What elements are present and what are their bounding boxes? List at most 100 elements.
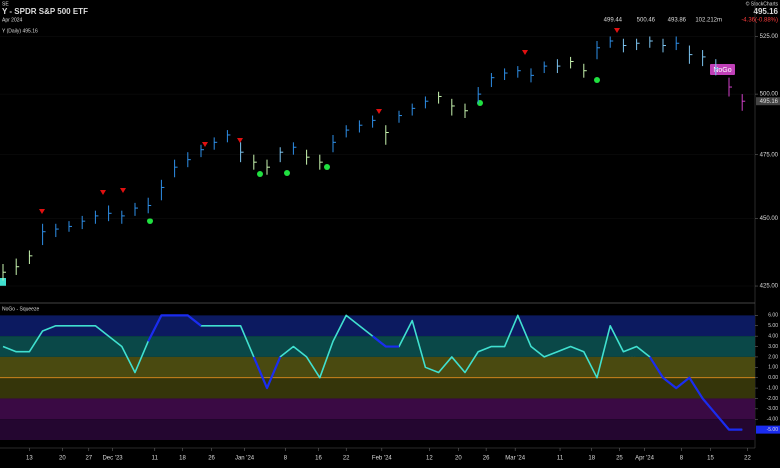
price-bar	[358, 120, 363, 133]
x-tick-label: 13	[26, 456, 33, 462]
price-bar	[15, 258, 20, 275]
stat: 493.86	[668, 18, 687, 24]
price-bar	[451, 98, 455, 116]
zone-band	[0, 356, 755, 378]
price-bar	[411, 103, 416, 116]
y-tick-label: 3.00	[768, 344, 778, 350]
price-bar	[702, 50, 706, 67]
price-bar	[253, 154, 257, 170]
y-tick-label: -2.00	[767, 396, 779, 402]
panel-title: NoGo - Squeeze	[2, 306, 39, 312]
price-bar	[649, 36, 653, 48]
zone-band	[0, 398, 755, 420]
price-bar	[200, 144, 204, 158]
price-bar	[675, 36, 680, 51]
x-tick-label: 8	[284, 456, 288, 462]
stat: 499.44	[604, 18, 623, 24]
price-bar	[596, 40, 600, 60]
price-bar	[490, 73, 495, 88]
price-bar	[662, 38, 666, 53]
annotation: NoGo	[713, 67, 731, 74]
price-bar	[68, 221, 72, 232]
y-tick-label: 1.00	[768, 365, 778, 371]
last-price: 495.16	[754, 7, 779, 16]
price-bar	[556, 59, 561, 74]
x-tick-label: 18	[588, 456, 595, 462]
price-bar	[134, 202, 138, 216]
price-bar	[424, 96, 429, 109]
y-tick-label: 4.00	[768, 333, 778, 339]
price-bar	[121, 210, 125, 224]
x-tick-label: 20	[455, 456, 462, 462]
zone-band	[0, 315, 755, 337]
last-price-label: 495.16	[760, 99, 779, 105]
price-bar	[622, 38, 627, 53]
go-dot	[594, 77, 600, 83]
stat: -4.36(-0.88%)	[741, 18, 778, 24]
x-tick-label: Jan '24	[235, 456, 255, 462]
x-tick-label: Apr '24	[635, 456, 654, 462]
x-tick-label: 12	[426, 456, 433, 462]
go-dot	[147, 218, 153, 224]
price-bar	[728, 77, 732, 97]
x-tick-label: 8	[680, 456, 684, 462]
price-bar	[688, 45, 693, 64]
price-bar	[2, 264, 6, 281]
price-bar	[636, 38, 640, 51]
study-label: Y (Daily) 495.16	[2, 28, 38, 34]
price-bar	[464, 103, 468, 118]
price-bar	[345, 125, 350, 138]
oscillator-line	[147, 314, 743, 431]
x-tick-label: Dec '23	[102, 456, 123, 462]
x-tick-label: 11	[152, 456, 159, 462]
price-bar	[28, 250, 33, 265]
price-bar	[266, 159, 270, 175]
price-bar	[94, 210, 99, 224]
price-bar	[477, 87, 482, 104]
y-tick-label: 0.00	[768, 375, 778, 381]
zone-band	[0, 336, 755, 357]
price-bar	[55, 223, 59, 238]
price-bar	[187, 152, 191, 168]
price-bar	[609, 36, 614, 48]
go-dot	[324, 164, 330, 170]
price-bar	[438, 91, 442, 104]
x-tick-label: 16	[315, 456, 322, 462]
y-tick-label: 475.00	[760, 152, 779, 158]
x-tick-label: 22	[343, 456, 350, 462]
zone-band	[0, 377, 755, 399]
price-bar	[543, 61, 548, 74]
x-tick-label: Mar '24	[505, 456, 525, 462]
price-bar	[570, 56, 574, 69]
price-bar	[385, 125, 389, 145]
price-bar	[213, 137, 218, 150]
y-tick-label: -4.00	[767, 417, 779, 423]
x-tick-label: 26	[208, 456, 215, 462]
stat: 102.212m	[695, 18, 722, 24]
price-bar	[160, 179, 165, 201]
price-bar	[81, 215, 86, 230]
y-tick-label: -3.00	[767, 406, 779, 412]
price-bar	[108, 205, 112, 222]
y-tick-label: 5.00	[768, 323, 778, 329]
y-tick-label: 6.00	[768, 313, 778, 319]
go-dot	[257, 171, 263, 177]
y-tick-label: -1.00	[767, 385, 779, 391]
x-tick-label: 11	[557, 456, 564, 462]
x-tick-label: 27	[85, 456, 92, 462]
price-bar	[530, 68, 534, 83]
y-tick-label: 450.00	[760, 216, 779, 222]
price-bar	[332, 134, 336, 153]
y-tick-label: 500.00	[760, 92, 779, 98]
price-bar	[372, 115, 376, 128]
price-bar	[279, 147, 284, 163]
price-bar	[42, 223, 46, 246]
price-bar	[504, 68, 508, 81]
price-bar	[398, 110, 402, 123]
price-bar	[226, 130, 231, 143]
price-bar	[240, 142, 244, 163]
price-bar	[174, 159, 178, 178]
date: Apr 2024	[2, 17, 23, 23]
